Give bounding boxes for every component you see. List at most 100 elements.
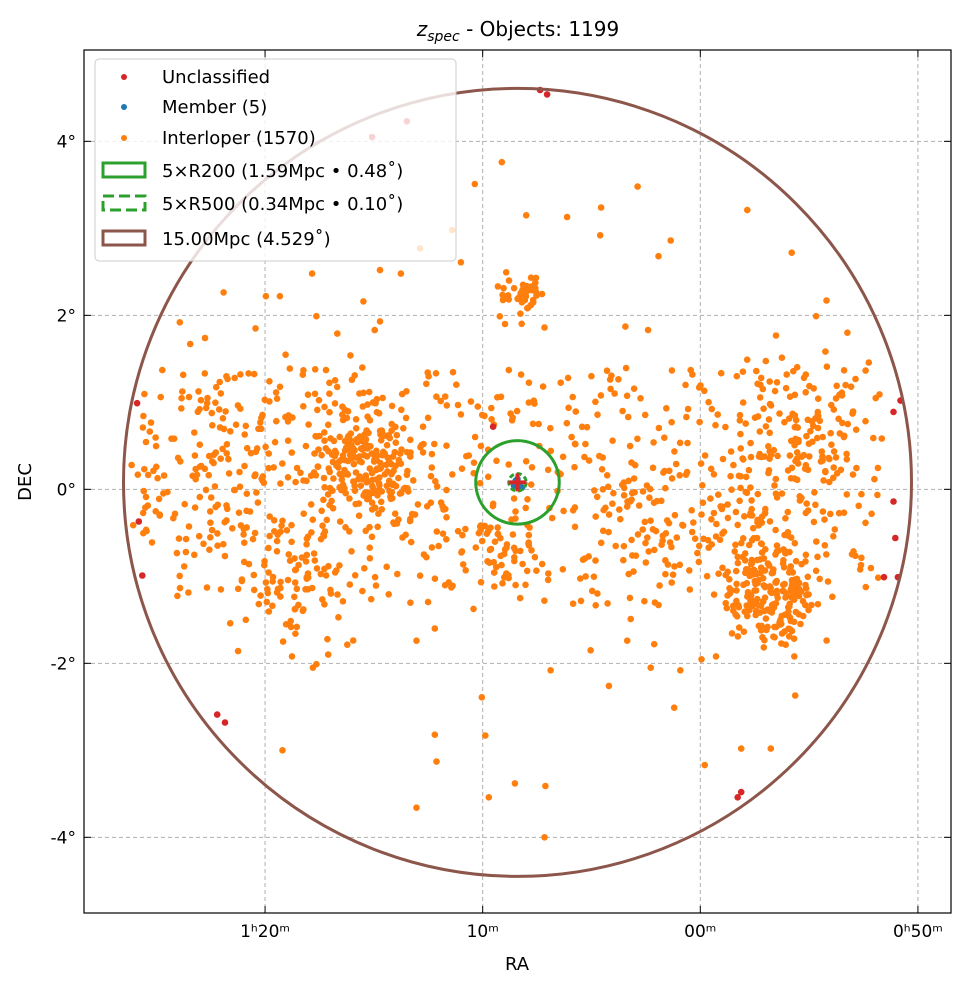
interloper-point [319,522,326,529]
interloper-point [300,606,307,613]
interloper-point [203,399,211,407]
interloper-point [413,637,420,644]
interloper-point [665,519,673,527]
interloper-point [387,493,394,500]
interloper-point [346,581,354,588]
interloper-point [836,391,843,399]
interloper-point [758,453,765,461]
interloper-point [630,568,637,575]
interloper-point [719,564,726,572]
interloper-point [662,570,669,578]
interloper-point [707,495,714,502]
interloper-point [477,526,485,534]
interloper-point [572,408,580,415]
interloper-point [780,588,788,595]
interloper-point [391,510,399,517]
interloper-point [419,449,427,456]
interloper-point [336,562,343,569]
interloper-point [650,439,657,446]
interloper-point [200,540,207,548]
interloper-point [599,454,606,461]
interloper-point [176,319,184,326]
interloper-point [350,478,357,485]
interloper-point [699,482,706,489]
interloper-point [773,379,781,386]
interloper-point [758,513,766,521]
interloper-point [719,455,727,463]
interloper-point [525,399,533,406]
interloper-point [519,281,527,289]
interloper-point [496,313,504,320]
interloper-point [297,469,304,477]
interloper-point [819,508,827,515]
interloper-point [768,606,776,613]
interloper-point [356,390,363,397]
interloper-point [662,530,670,537]
interloper-point [745,541,753,549]
interloper-point [201,334,209,342]
interloper-point [311,450,318,457]
interloper-point [462,567,470,574]
interloper-point [790,596,798,603]
interloper-point [484,558,491,565]
interloper-point [541,324,548,331]
interloper-point [699,499,707,507]
interloper-point [498,158,506,166]
interloper-point [288,653,296,660]
interloper-point [771,482,778,489]
interloper-point [314,406,321,414]
interloper-point [582,440,589,448]
interloper-point [819,433,826,441]
interloper-point [722,571,729,579]
interloper-point [174,592,181,600]
interloper-point [292,478,299,486]
interloper-point [348,548,355,555]
interloper-point [249,535,257,543]
interloper-point [144,502,152,509]
unclassified-point [221,719,229,726]
interloper-point [645,548,652,555]
interloper-point [698,656,705,663]
interloper-point [193,471,201,479]
interloper-point [652,527,660,535]
interloper-point [737,430,744,438]
interloper-point [658,541,665,548]
interloper-point [722,599,729,607]
interloper-point [279,517,286,525]
interloper-point [668,543,675,551]
interloper-point [443,486,450,494]
interloper-point [737,745,745,752]
interloper-point [223,441,231,448]
interloper-point [282,621,290,628]
interloper-point [760,582,767,589]
interloper-point [342,489,350,497]
interloper-point [592,513,599,520]
interloper-point [592,398,599,406]
interloper-point [488,416,495,423]
interloper-point [765,416,773,423]
interloper-point [202,486,210,494]
interloper-point [737,445,744,452]
interloper-point [373,395,381,403]
interloper-point [433,528,441,535]
interloper-point [712,653,720,660]
interloper-point [646,494,653,502]
interloper-point [830,474,837,482]
interloper-point [327,590,335,597]
interloper-point [361,565,368,572]
interloper-point [532,279,539,287]
interloper-point [524,304,532,312]
interloper-point [449,368,457,376]
interloper-point [176,572,183,580]
interloper-point [527,481,535,488]
interloper-point [219,415,227,422]
interloper-point [758,540,766,548]
interloper-point [823,637,830,644]
interloper-point [364,478,372,485]
interloper-point [269,578,277,585]
interloper-point [773,590,780,598]
interloper-point [431,440,438,448]
interloper-point [258,475,266,483]
interloper-point [730,461,737,469]
interloper-point [179,371,187,379]
